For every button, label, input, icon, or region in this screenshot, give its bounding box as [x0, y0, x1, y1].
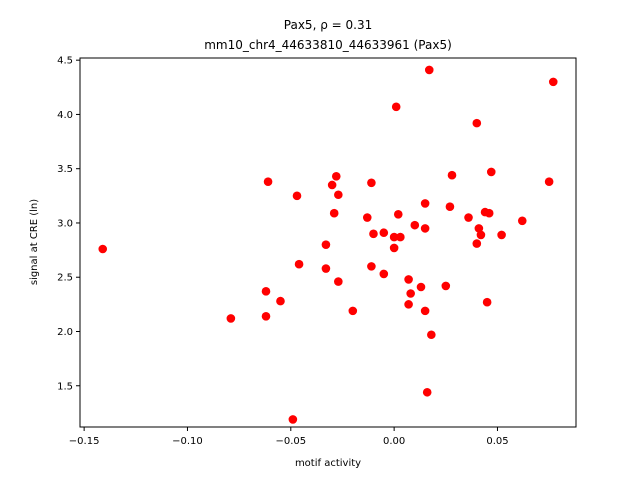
data-point-28: [404, 275, 413, 284]
chart-title-line2: mm10_chr4_44633810_44633961 (Pax5): [204, 38, 452, 52]
data-point-25: [391, 102, 401, 112]
x-axis-ticks: −0.15 −0.10 −0.05 0.00 0.05: [69, 427, 509, 447]
data-point-11: [327, 180, 337, 190]
data-point-46: [476, 230, 486, 240]
data-point-41: [447, 170, 457, 180]
y-axis-ticks: 1.5 2.0 2.5 3.0 3.5 4.0 4.5: [57, 56, 80, 392]
data-point-21: [379, 228, 389, 238]
data-point-34: [420, 224, 430, 233]
y-tick-label: 1.5: [57, 381, 73, 392]
data-point-37: [424, 65, 434, 75]
data-point-53: [544, 177, 554, 187]
data-point-48: [482, 297, 492, 307]
data-point-54: [548, 77, 558, 87]
data-point-26: [393, 209, 403, 219]
data-point-15: [334, 277, 343, 286]
data-point-32: [416, 282, 426, 292]
y-tick-label: 3.5: [57, 164, 73, 175]
data-point-8: [294, 259, 304, 269]
y-tick-label: 4.0: [57, 110, 73, 121]
data-point-49: [484, 208, 494, 218]
data-point-20: [369, 229, 378, 239]
x-tick-label: 0.05: [486, 436, 508, 447]
data-point-4: [263, 177, 273, 187]
data-point-27: [396, 232, 405, 242]
data-point-9: [321, 240, 331, 249]
data-point-6: [288, 415, 298, 424]
data-point-24: [389, 243, 399, 253]
data-point-16: [348, 306, 358, 316]
data-point-5: [276, 296, 285, 306]
y-axis-label: signal at CRE (ln): [29, 199, 40, 285]
data-point-2: [261, 312, 271, 321]
data-point-17: [362, 213, 372, 222]
data-point-52: [517, 216, 527, 226]
x-axis-label: motif activity: [295, 458, 361, 469]
data-point-1: [226, 314, 236, 323]
data-point-12: [329, 208, 339, 218]
data-point-33: [420, 199, 430, 208]
y-tick-label: 2.5: [57, 273, 73, 284]
data-point-38: [427, 330, 436, 340]
data-point-13: [331, 172, 341, 181]
x-tick-label: −0.15: [69, 436, 100, 447]
data-point-35: [420, 306, 430, 316]
data-point-22: [379, 269, 389, 279]
data-point-36: [422, 387, 432, 397]
data-point-7: [292, 191, 302, 201]
data-point-44: [472, 239, 482, 248]
data-point-30: [406, 289, 415, 298]
y-tick-label: 4.5: [57, 56, 73, 67]
chart-title-line1: Pax5, ρ = 0.31: [284, 18, 372, 32]
plot-area-frame: [79, 57, 577, 428]
data-point-29: [404, 300, 413, 309]
x-tick-label: 0.00: [383, 436, 405, 447]
data-point-3: [261, 287, 271, 296]
data-point-43: [472, 118, 482, 128]
y-tick-label: 2.0: [57, 327, 73, 338]
data-point-40: [445, 202, 455, 211]
x-tick-label: −0.10: [172, 436, 203, 447]
data-point-0: [98, 244, 108, 254]
data-point-19: [367, 178, 376, 188]
data-point-51: [497, 230, 506, 240]
data-point-14: [334, 190, 343, 200]
data-point-31: [410, 220, 420, 230]
y-tick-label: 3.0: [57, 218, 73, 229]
data-point-39: [441, 281, 451, 291]
data-points: [98, 65, 558, 424]
data-point-18: [367, 262, 376, 271]
data-point-45: [474, 224, 484, 233]
data-point-10: [321, 264, 331, 273]
data-point-42: [464, 213, 473, 222]
data-point-50: [486, 167, 496, 177]
x-tick-label: −0.05: [275, 436, 306, 447]
data-point-23: [389, 232, 399, 242]
